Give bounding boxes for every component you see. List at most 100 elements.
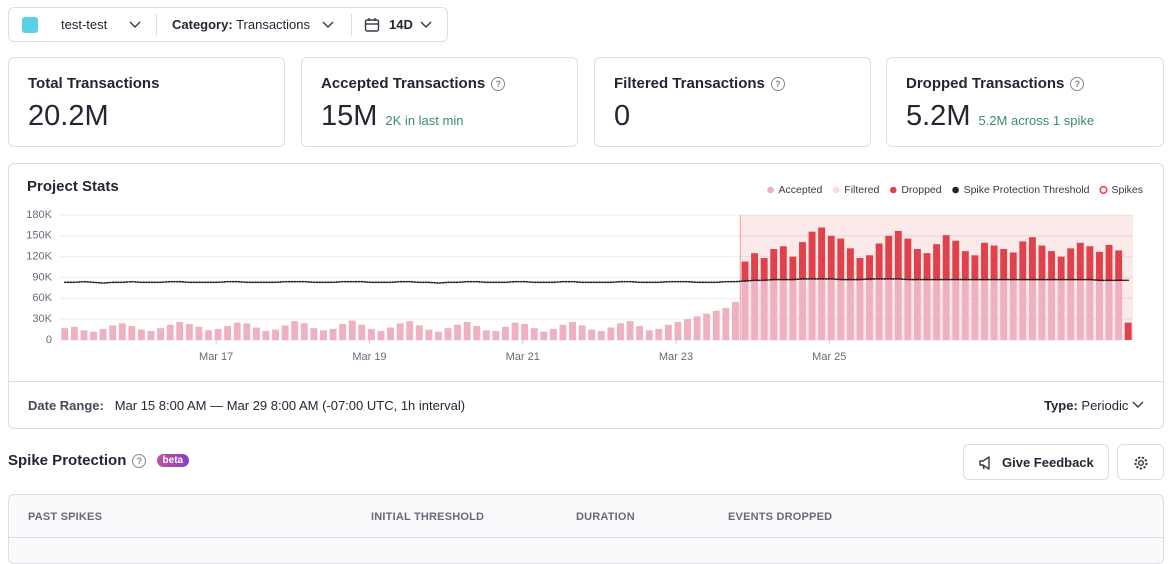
y-tick-label: 0 xyxy=(46,334,52,346)
bar xyxy=(885,235,893,279)
bar xyxy=(1115,280,1123,340)
bar xyxy=(799,242,806,280)
bar xyxy=(348,320,356,340)
help-icon[interactable]: ? xyxy=(770,77,785,91)
type-select[interactable]: Type: Periodic xyxy=(1044,398,1144,413)
bar xyxy=(137,329,145,340)
bar xyxy=(406,321,414,340)
x-tick-label: Mar 21 xyxy=(506,351,540,363)
divider xyxy=(156,14,157,36)
chevron xyxy=(322,21,334,28)
card-value-wrap: 15M 2K in last min xyxy=(321,100,463,133)
date-label: Date Range: xyxy=(28,398,104,413)
type-value: Periodic xyxy=(1081,398,1129,413)
chevron xyxy=(1132,401,1144,408)
legend-marker xyxy=(952,186,959,194)
bar xyxy=(166,324,174,340)
feedback-button[interactable]: Give Feedback xyxy=(963,444,1109,480)
bar xyxy=(837,238,845,280)
project-select[interactable]: test-test xyxy=(61,17,108,32)
card-title-wrap: Accepted Transactions? xyxy=(321,75,506,92)
bar xyxy=(1000,279,1008,340)
bar xyxy=(913,279,921,340)
card-title-wrap: Dropped Transactions? xyxy=(906,75,1085,92)
bar xyxy=(1096,280,1103,340)
divider xyxy=(351,14,352,36)
bar xyxy=(415,325,423,340)
stat-card: Total Transactions 20.2M xyxy=(8,57,285,147)
bar xyxy=(1019,241,1027,281)
bar xyxy=(454,324,462,340)
card-value: 5.2M xyxy=(906,100,971,132)
feedback-label: Give Feedback xyxy=(1002,455,1094,470)
bar xyxy=(195,326,203,340)
y-tick-label: 30K xyxy=(32,313,52,325)
bar xyxy=(923,280,931,340)
bar xyxy=(205,330,212,340)
category-select[interactable]: Category: Transactions xyxy=(172,17,310,32)
legend-marker xyxy=(1099,185,1108,195)
legend-marker xyxy=(890,186,897,194)
card-sub: 2K in last min xyxy=(385,113,464,128)
help-icon[interactable]: ? xyxy=(1070,77,1085,91)
bar xyxy=(626,321,634,340)
bar xyxy=(904,279,912,340)
table-header: DURATION xyxy=(576,511,635,523)
bar xyxy=(1019,280,1027,340)
bar xyxy=(961,251,969,281)
bar xyxy=(502,326,509,340)
x-tick-label: Mar 17 xyxy=(199,351,233,363)
bar xyxy=(1067,280,1075,340)
bar xyxy=(367,328,375,340)
card-sub: 5.2M across 1 spike xyxy=(978,113,1095,128)
bar xyxy=(157,328,165,340)
x-tick-label: Mar 25 xyxy=(812,351,846,363)
bar xyxy=(329,328,337,340)
legend-marker xyxy=(832,186,840,194)
help-icon[interactable]: ? xyxy=(491,77,506,91)
help-icon[interactable]: ? xyxy=(132,454,147,468)
table-header: EVENTS DROPPED xyxy=(728,511,833,523)
bar xyxy=(664,324,672,340)
bar xyxy=(1086,280,1094,340)
bar xyxy=(233,322,241,340)
bar xyxy=(578,325,586,340)
bar xyxy=(492,330,500,340)
period-select[interactable]: 14D xyxy=(389,17,413,32)
bar xyxy=(444,328,452,340)
bar xyxy=(971,255,979,281)
bar xyxy=(61,328,69,340)
bar xyxy=(885,278,893,340)
bar xyxy=(990,279,998,340)
bar xyxy=(549,328,557,340)
legend-label: Accepted xyxy=(779,184,823,196)
bar xyxy=(751,280,759,340)
bar xyxy=(722,308,730,340)
bar xyxy=(99,328,107,340)
bar xyxy=(961,280,969,340)
bar xyxy=(300,323,308,340)
bar xyxy=(463,321,471,340)
card-value-wrap: 5.2M 5.2M across 1 spike xyxy=(906,100,1094,133)
bar xyxy=(655,328,663,340)
bar xyxy=(214,328,222,340)
bar xyxy=(827,279,835,340)
bar xyxy=(569,321,576,340)
bar xyxy=(866,280,873,340)
bar xyxy=(731,301,739,340)
card-title: Dropped Transactions xyxy=(906,75,1065,92)
bar xyxy=(875,279,883,340)
bar xyxy=(377,330,385,340)
bar xyxy=(1048,251,1056,281)
bar xyxy=(272,329,280,340)
bar xyxy=(913,249,921,280)
settings-button[interactable] xyxy=(1117,444,1164,480)
stat-card: Filtered Transactions? 0 xyxy=(594,57,871,147)
bar xyxy=(636,326,644,340)
bar xyxy=(674,321,682,340)
gear-icon xyxy=(1134,456,1148,470)
card-title: Total Transactions xyxy=(28,75,160,92)
legend-label: Dropped xyxy=(901,184,941,196)
bar xyxy=(559,324,567,340)
bar xyxy=(147,330,155,340)
